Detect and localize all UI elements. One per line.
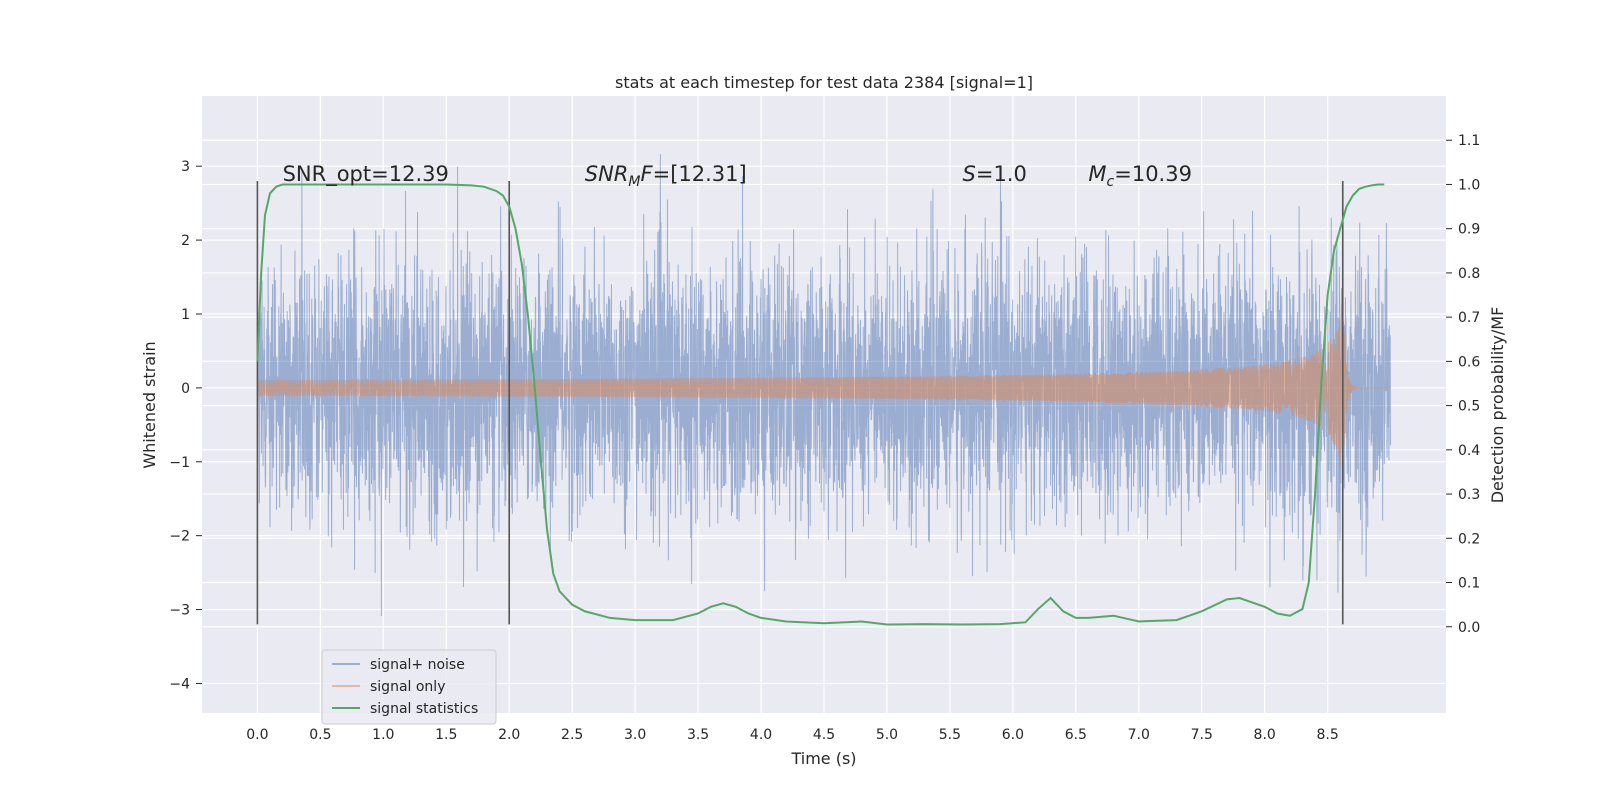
y-right-tick-label: 0.3 — [1458, 487, 1480, 503]
x-axis-ticks: 0.0 0.5 1.0 1.5 2.0 2.5 3.0 3.5 4.0 4.5 5.0 5.5 6.0 6… — [246, 727, 1339, 743]
y-right-axis-label: Detection probability/MF — [1488, 307, 1507, 504]
series-line-signal-statistics — [256, 183, 1385, 626]
x-tick-label: 2.5 — [561, 727, 583, 743]
annotations: SNR_opt=12.39 SNRMF=[12.31] S=1.0 Mc=10.39 — [283, 162, 1192, 190]
y-axis-label: Whitened strain — [140, 341, 159, 468]
x-tick-label: 5.5 — [939, 727, 961, 743]
series-line-signal-noise — [256, 154, 1391, 617]
x-tick-label: 1.5 — [435, 727, 457, 743]
series-signal-statistics — [256, 183, 1385, 626]
y-tick-label: −2 — [169, 529, 190, 545]
y-right-tick-label: 0.0 — [1458, 620, 1480, 636]
x-axis-label: Time (s) — [790, 749, 856, 768]
y-right-tick-label: 0.1 — [1458, 576, 1480, 592]
x-tick-label: 2.0 — [498, 727, 520, 743]
series-line-signal-only — [256, 303, 1391, 487]
x-tick-label: 3.0 — [624, 727, 646, 743]
annotation-text: SNRMF=[12.31] — [585, 162, 747, 190]
x-tick-label: 8.5 — [1317, 727, 1339, 743]
x-tick-label: 0.5 — [309, 727, 331, 743]
y-tick-label: −4 — [169, 676, 190, 692]
series-signal-only — [256, 303, 1391, 487]
annotation-text: Mc=10.39 — [1088, 162, 1192, 190]
y-tick-label: 0 — [181, 381, 190, 397]
y-tick-label: 2 — [181, 233, 190, 249]
y-tick-label: −1 — [169, 455, 190, 471]
x-tick-label: 3.5 — [687, 727, 709, 743]
x-tick-label: 6.5 — [1065, 727, 1087, 743]
annotation-text: SNR_opt=12.39 — [283, 162, 449, 187]
x-tick-label: 8.0 — [1254, 727, 1276, 743]
legend-label-signal-noise: signal+ noise — [370, 657, 465, 673]
annotation-text: S=1.0 — [963, 162, 1027, 186]
y-tick-label: 1 — [181, 307, 190, 323]
x-tick-label: 7.0 — [1128, 727, 1150, 743]
x-tick-label: 1.0 — [372, 727, 394, 743]
x-tick-label: 4.0 — [750, 727, 772, 743]
x-tick-label: 6.0 — [1002, 727, 1024, 743]
y-tick-label: 3 — [181, 159, 190, 175]
y-axis-ticks: −4 −3 −2 −1 0 1 2 3 — [169, 159, 202, 692]
legend-label-signal-only: signal only — [370, 679, 445, 695]
legend-box — [321, 649, 497, 725]
y-right-tick-label: 0.9 — [1458, 222, 1480, 238]
x-tick-label: 5.0 — [876, 727, 898, 743]
y-right-tick-label: 1.0 — [1458, 177, 1480, 193]
y-right-tick-label: 0.4 — [1458, 443, 1480, 459]
legend: signal+ noise signal only signal statist… — [321, 649, 497, 725]
x-tick-label: 4.5 — [813, 727, 835, 743]
series-signal-noise — [256, 154, 1391, 617]
y-right-tick-label: 0.5 — [1458, 399, 1480, 415]
y-right-tick-label: 0.6 — [1458, 354, 1480, 370]
x-tick-label: 7.5 — [1191, 727, 1213, 743]
y-right-tick-label: 0.7 — [1458, 310, 1480, 326]
vertical-lines — [256, 180, 1344, 625]
chart-title: stats at each timestep for test data 238… — [615, 73, 1033, 92]
y-tick-label: −3 — [169, 603, 190, 619]
y-right-tick-label: 0.2 — [1458, 531, 1480, 547]
y-right-tick-label: 1.1 — [1458, 133, 1480, 149]
y-right-axis-ticks: 0.0 0.1 0.2 0.3 0.4 0.5 0.6 0.7 0.8 0.9 1.0 1.1 — [1446, 133, 1480, 636]
y-right-tick-label: 0.8 — [1458, 266, 1480, 282]
x-tick-label: 0.0 — [246, 727, 268, 743]
legend-label-signal-statistics: signal statistics — [370, 701, 478, 717]
